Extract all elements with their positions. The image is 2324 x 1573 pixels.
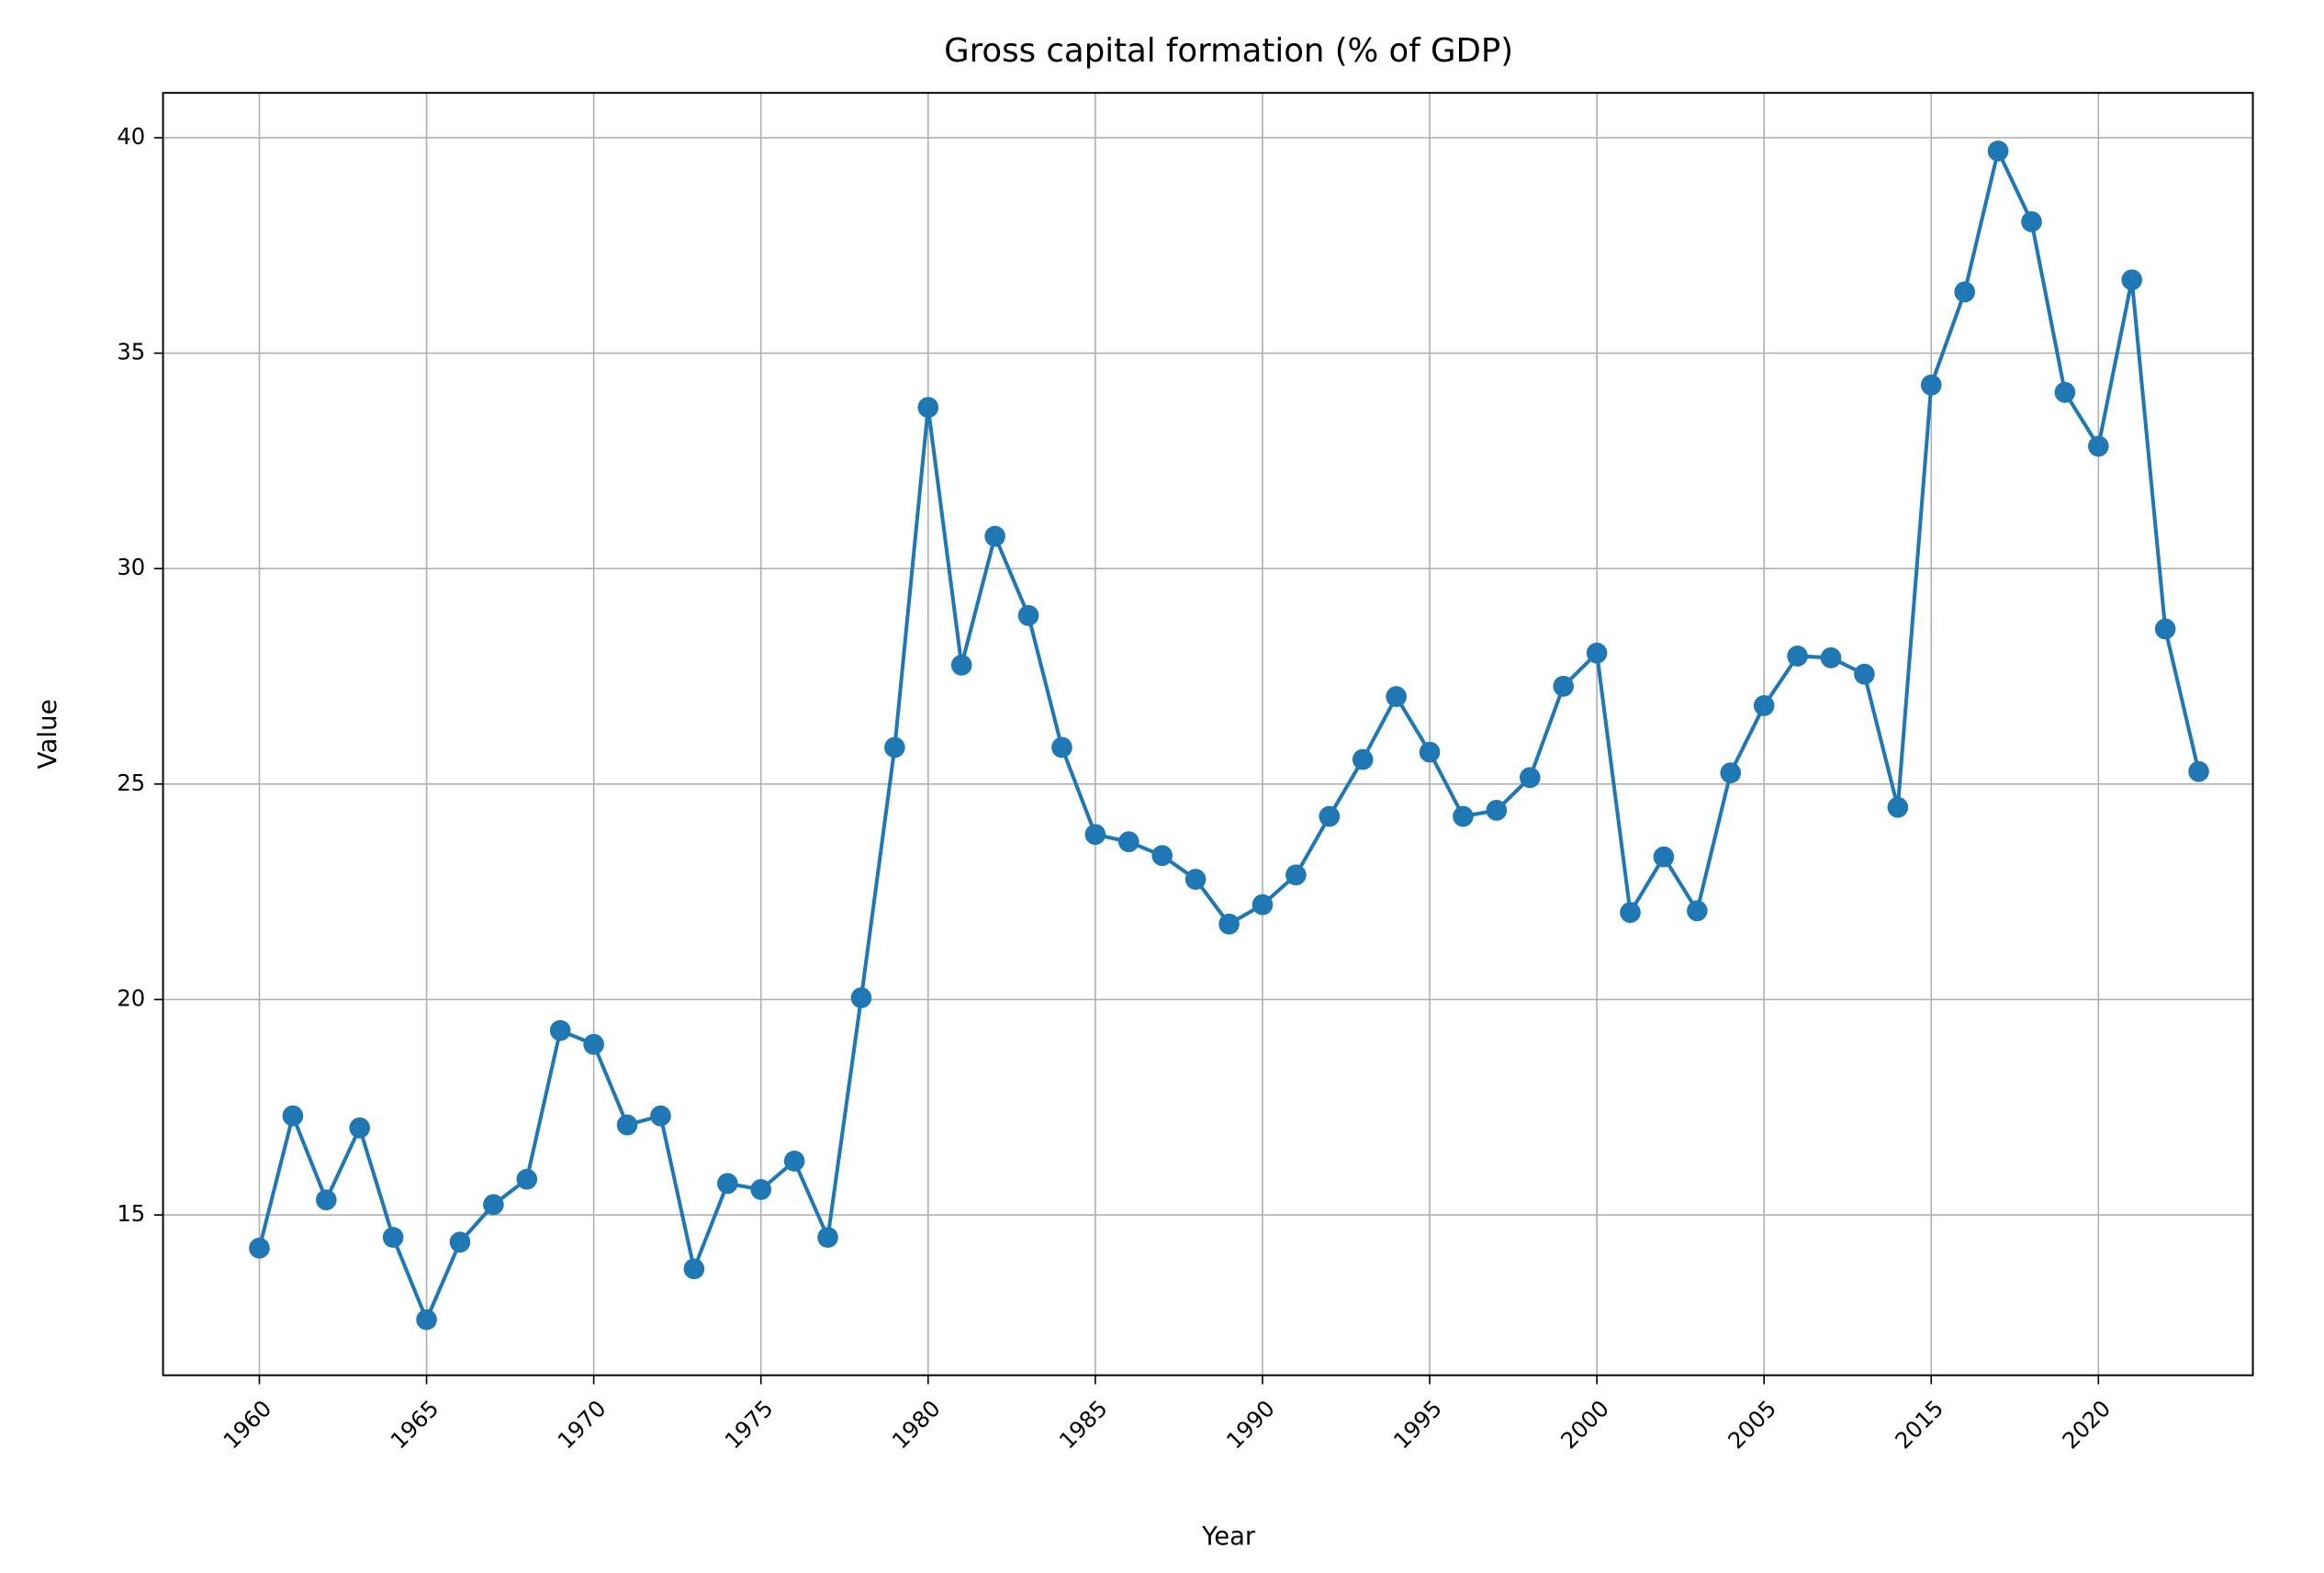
data-point <box>1486 800 1508 821</box>
x-tick-label: 1960 <box>218 1395 276 1455</box>
data-point <box>249 1237 270 1259</box>
data-point <box>483 1194 504 1216</box>
data-point <box>1987 140 2009 162</box>
axes-frame <box>162 92 2254 1376</box>
data-point <box>2021 211 2042 232</box>
x-tick-label: 2005 <box>1723 1395 1781 1455</box>
data-point <box>1117 831 1140 853</box>
data-point <box>1386 686 1407 707</box>
data-point <box>616 1114 638 1136</box>
x-tick-label: 1985 <box>1054 1395 1113 1455</box>
data-point <box>1954 281 1975 303</box>
data-point <box>2121 269 2143 291</box>
x-tick-label: 2015 <box>1890 1395 1948 1455</box>
data-point <box>1586 642 1608 664</box>
data-point <box>716 1173 738 1195</box>
data-point <box>416 1309 437 1331</box>
data-point <box>683 1258 705 1280</box>
data-point <box>1920 374 1942 396</box>
data-point <box>850 987 872 1009</box>
data-point <box>2054 381 2076 403</box>
chart-title: Gross capital formation (% of GDP) <box>944 32 1513 70</box>
data-point <box>1720 762 1742 784</box>
x-tick-label: 1970 <box>553 1395 612 1455</box>
data-point <box>516 1168 538 1190</box>
data-point <box>1519 767 1541 789</box>
data-point <box>783 1151 805 1172</box>
data-point <box>1620 902 1641 924</box>
data-point <box>1687 900 1708 922</box>
grid: 15 20 25 30 35 40 1960 1965 1970 1975 1980 1985 1990… <box>117 93 2253 1455</box>
data-point <box>1854 663 1875 685</box>
y-tick-label: 40 <box>117 123 145 150</box>
y-tick-label: 20 <box>117 984 145 1011</box>
data-point <box>316 1189 337 1211</box>
data-point <box>1352 748 1374 770</box>
data-point <box>1820 646 1842 669</box>
data-point <box>650 1105 671 1127</box>
y-tick-label: 15 <box>117 1200 145 1227</box>
data-point <box>1753 695 1775 716</box>
x-tick-label: 1965 <box>385 1395 443 1455</box>
data-point <box>1553 675 1574 697</box>
data-point <box>1887 796 1909 818</box>
data-point <box>1084 824 1106 846</box>
y-tick-label: 35 <box>117 338 145 365</box>
y-tick-label: 25 <box>117 770 145 796</box>
data-point <box>1419 741 1441 763</box>
x-tick-label: 1980 <box>887 1395 946 1455</box>
data-point <box>1319 805 1341 827</box>
data-point <box>984 525 1005 547</box>
data-point <box>2088 435 2109 457</box>
data-point <box>1184 869 1207 890</box>
x-tick-label: 1990 <box>1221 1395 1280 1455</box>
data-point <box>1653 846 1675 868</box>
x-tick-label: 2020 <box>2057 1395 2116 1455</box>
data-point <box>583 1033 604 1055</box>
data-point <box>1151 845 1173 867</box>
data-point <box>1285 864 1307 886</box>
data-point <box>549 1019 571 1041</box>
x-tick-label: 1975 <box>720 1395 779 1455</box>
data-line <box>257 149 2201 1322</box>
x-tick-label: 1995 <box>1388 1395 1447 1455</box>
plot-area <box>249 140 2209 1331</box>
x-axis-label: Year <box>1201 1521 1256 1551</box>
data-point <box>1017 604 1039 626</box>
data-point <box>1252 893 1274 916</box>
data-point <box>950 654 972 676</box>
data-point <box>1453 805 1474 827</box>
data-point <box>2188 760 2209 782</box>
data-point <box>382 1227 404 1248</box>
y-tick-label: 30 <box>117 554 145 580</box>
data-point <box>884 736 905 758</box>
data-point <box>750 1178 772 1200</box>
x-tick-label: 2000 <box>1555 1395 1614 1455</box>
data-point <box>282 1105 304 1127</box>
data-point <box>1218 913 1240 935</box>
data-point <box>1787 646 1808 667</box>
data-point <box>449 1231 471 1253</box>
data-point <box>349 1117 371 1139</box>
data-point <box>1051 736 1072 758</box>
data-point <box>2154 618 2176 640</box>
data-point <box>917 397 939 419</box>
data-point <box>817 1227 838 1248</box>
y-axis-label: Value <box>32 699 62 769</box>
